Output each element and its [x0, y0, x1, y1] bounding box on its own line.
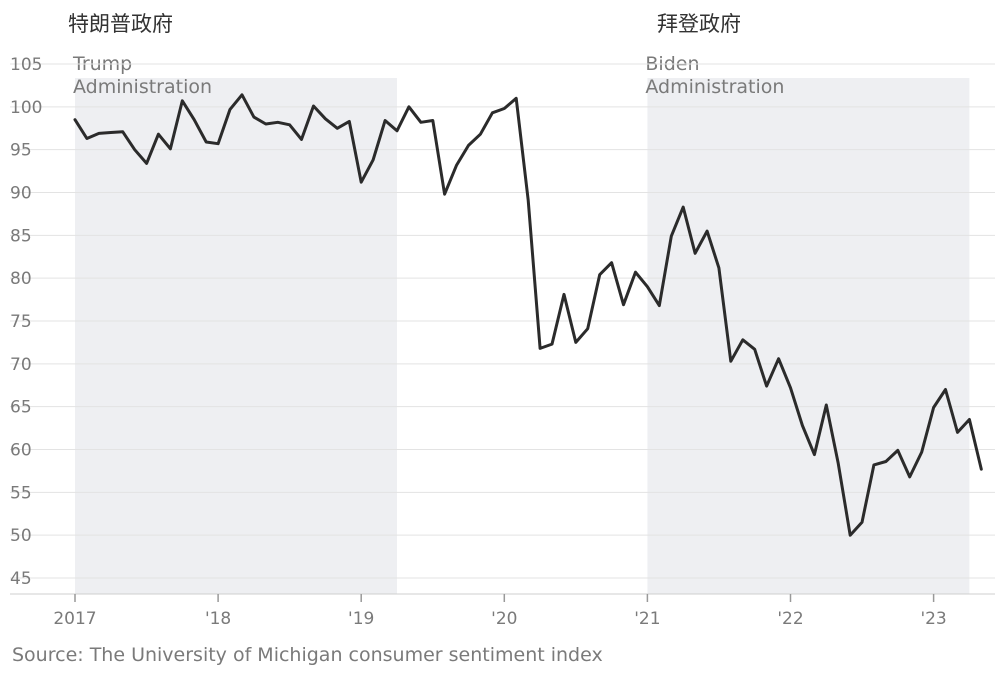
y-tick-label-75: 75: [10, 312, 32, 332]
source-note: Source: The University of Michigan consu…: [12, 644, 603, 666]
y-tick-label-85: 85: [10, 226, 32, 246]
x-tick-label-2020: '20: [491, 609, 517, 629]
period-label-line2-1: Administration: [645, 76, 784, 98]
y-tick-label-90: 90: [10, 184, 32, 204]
x-tick-label-2023: '23: [920, 609, 946, 629]
period-label-line2-0: Administration: [73, 76, 212, 98]
y-tick-label-105: 105: [10, 55, 42, 75]
shaded-period-1: [647, 78, 970, 594]
y-tick-label-55: 55: [10, 483, 32, 503]
x-tick-label-2021: '21: [634, 609, 660, 629]
y-tick-label-45: 45: [10, 569, 32, 589]
y-tick-label-95: 95: [10, 141, 32, 161]
y-tick-label-60: 60: [10, 441, 32, 461]
biden-admin-chinese-label: 拜登政府: [657, 12, 741, 36]
y-tick-label-65: 65: [10, 398, 32, 418]
x-tick-label-2018: '18: [205, 609, 231, 629]
y-tick-label-100: 100: [10, 98, 42, 118]
shaded-period-0: [75, 78, 397, 594]
x-tick-label-2017: 2017: [53, 609, 96, 629]
series-line-0: [73, 93, 983, 537]
x-tick-label-2022: '22: [777, 609, 803, 629]
trump-admin-chinese-label: 特朗普政府: [68, 12, 173, 36]
y-tick-label-80: 80: [10, 269, 32, 289]
x-tick-label-2019: '19: [348, 609, 374, 629]
y-tick-label-70: 70: [10, 355, 32, 375]
y-tick-label-50: 50: [10, 526, 32, 546]
